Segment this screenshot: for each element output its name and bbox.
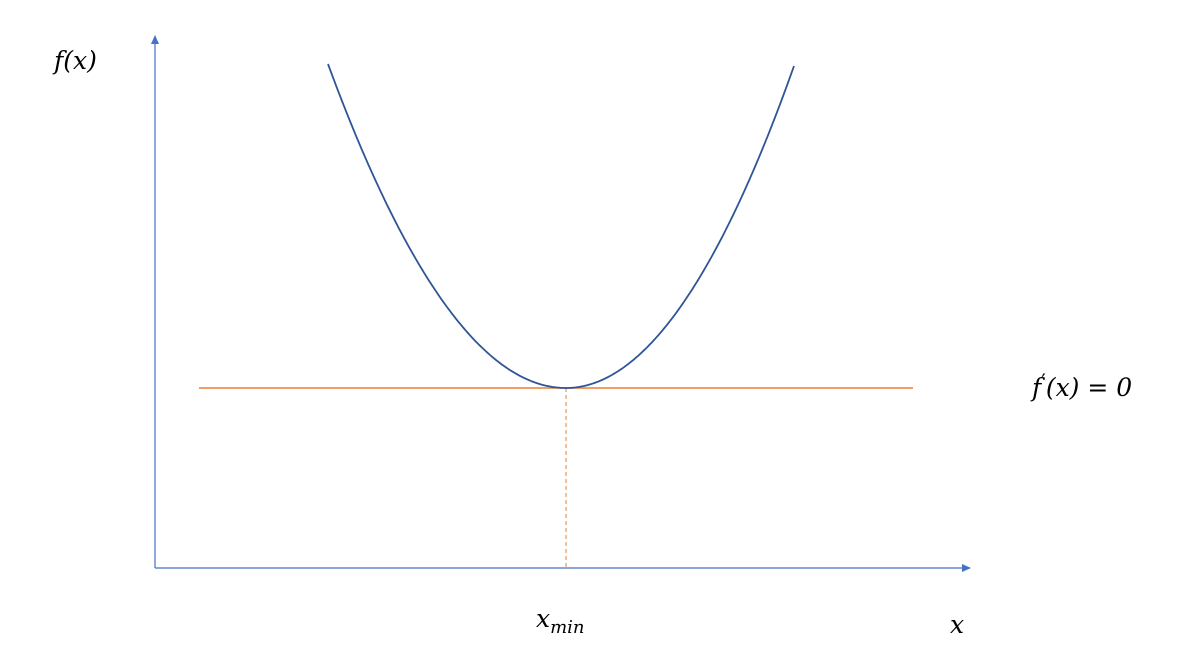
derivative-prime: ′	[1041, 369, 1046, 393]
y-axis-label: f(x)	[52, 46, 97, 75]
derivative-label: f′(x) = 0	[1030, 369, 1132, 402]
parabola-curve	[327, 63, 795, 389]
x-min-base: x	[536, 604, 550, 633]
x-min-label: xmin	[536, 604, 585, 638]
x-min-subscript: min	[550, 617, 584, 638]
x-axis-label: x	[950, 610, 964, 639]
derivative-suffix: (x) = 0	[1046, 373, 1132, 402]
derivative-prefix: f	[1030, 373, 1045, 402]
